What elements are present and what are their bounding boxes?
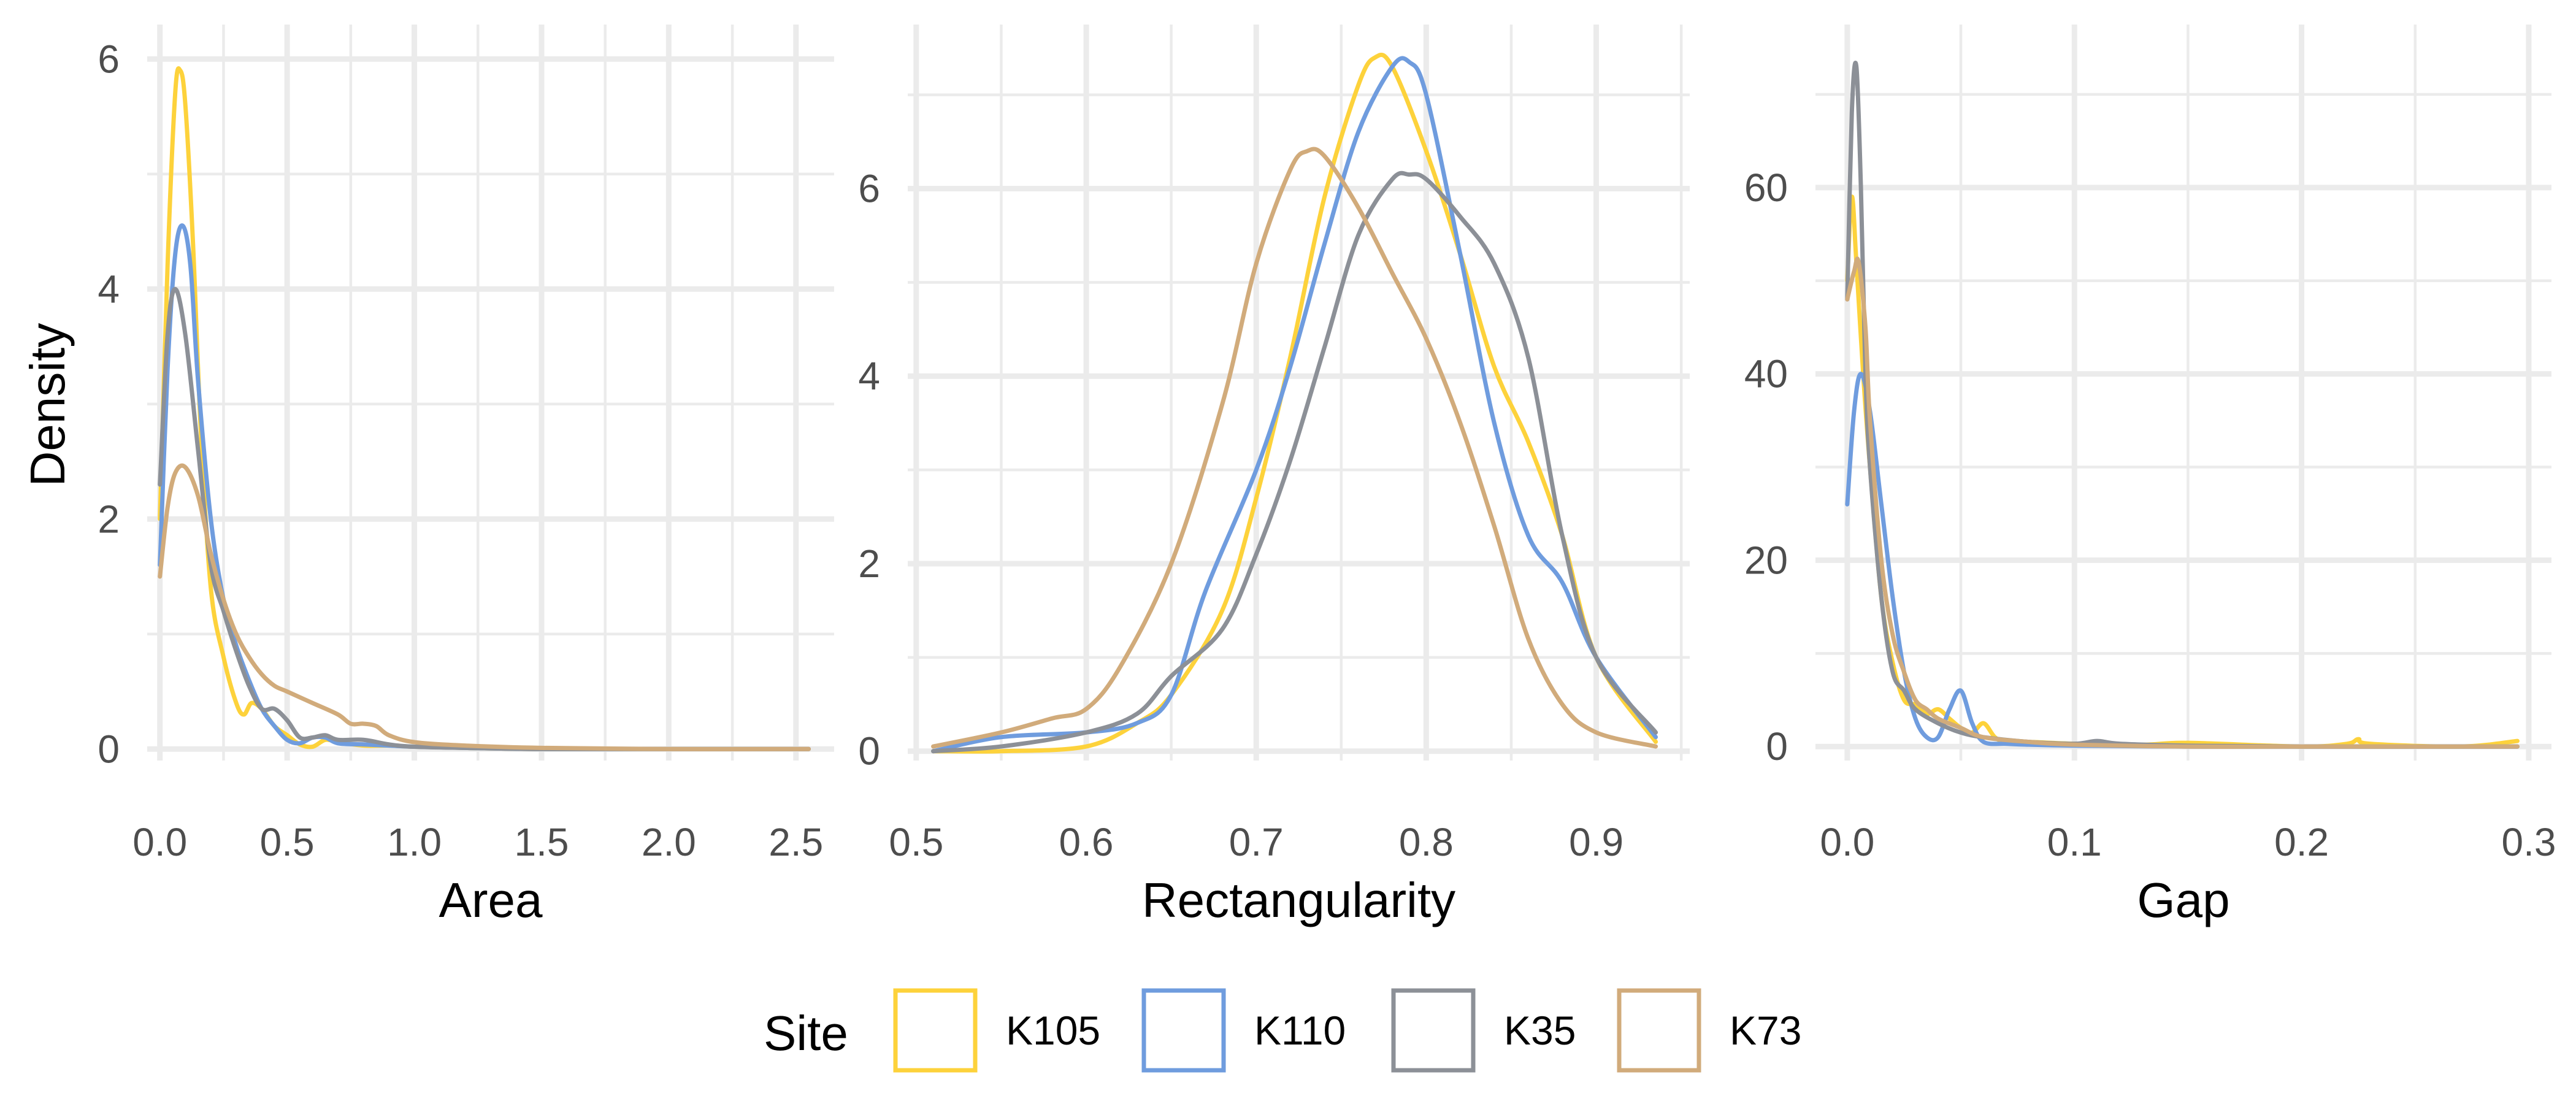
x-tick-label: 0.1 xyxy=(2047,820,2102,864)
density-curve-k35 xyxy=(1845,60,2520,749)
legend-key-k73 xyxy=(1617,988,1701,1073)
x-tick-label: 0.6 xyxy=(1059,820,1114,864)
x-tick-label: 0.7 xyxy=(1229,820,1284,864)
panel-gap: 0.0 0.1 0.2 0.3 0 20 40 60 Gap xyxy=(1744,25,2556,927)
x-tick-label: 2.0 xyxy=(642,820,696,864)
panel-rectangularity: 0.5 0.6 0.7 0.8 0.9 0 2 4 6 Rectangularity xyxy=(858,25,1690,927)
density-curve-k35 xyxy=(931,171,1658,754)
x-tick-label: 0.0 xyxy=(1820,820,1874,864)
x-axis-title: Rectangularity xyxy=(1142,873,1455,927)
legend: Site K105 K110 K35 K73 xyxy=(764,988,1801,1073)
y-tick-label: 20 xyxy=(1744,538,1788,582)
x-tick-label: 0.0 xyxy=(132,820,187,864)
legend-title: Site xyxy=(764,1006,848,1060)
y-tick-label: 6 xyxy=(98,37,120,81)
density-curve-k105 xyxy=(158,66,811,751)
y-tick-label: 0 xyxy=(98,727,120,771)
panel-area: 0.0 0.5 1.0 1.5 2.0 2.5 0 2 4 6 Area xyxy=(98,25,834,927)
y-tick-label: 4 xyxy=(858,354,880,398)
y-tick-label: 0 xyxy=(1766,724,1788,769)
x-axis-title: Gap xyxy=(2137,873,2229,927)
density-curve-k110 xyxy=(931,56,1658,754)
legend-label-k35: K35 xyxy=(1504,1008,1576,1053)
y-tick-label: 40 xyxy=(1744,352,1788,396)
legend-key-k105 xyxy=(893,988,978,1073)
y-tick-label: 6 xyxy=(858,167,880,211)
y-axis-title: Density xyxy=(20,323,75,487)
y-tick-label: 4 xyxy=(98,267,120,311)
x-tick-label: 0.9 xyxy=(1569,820,1623,864)
x-tick-label: 0.2 xyxy=(2274,820,2329,864)
x-axis-title: Area xyxy=(439,873,543,927)
x-tick-label: 0.5 xyxy=(889,820,943,864)
density-curve-k73 xyxy=(158,463,811,751)
x-tick-label: 1.5 xyxy=(514,820,569,864)
y-tick-label: 60 xyxy=(1744,166,1788,210)
x-tick-label: 2.5 xyxy=(769,820,823,864)
y-tick-label: 0 xyxy=(858,729,880,773)
density-curve-k73 xyxy=(931,147,1658,749)
legend-label-k110: K110 xyxy=(1254,1008,1346,1053)
x-tick-label: 0.3 xyxy=(2501,820,2556,864)
density-curve-k105 xyxy=(1845,194,2520,749)
density-curve-k73 xyxy=(1845,256,2520,749)
legend-key-k110 xyxy=(1141,988,1226,1073)
x-tick-label: 0.8 xyxy=(1399,820,1454,864)
x-tick-label: 1.0 xyxy=(387,820,442,864)
y-tick-label: 2 xyxy=(858,542,880,586)
legend-key-k35 xyxy=(1391,988,1476,1073)
legend-label-k73: K73 xyxy=(1730,1008,1801,1053)
legend-label-k105: K105 xyxy=(1006,1008,1100,1053)
x-tick-label: 0.5 xyxy=(260,820,315,864)
y-tick-label: 2 xyxy=(98,497,120,541)
